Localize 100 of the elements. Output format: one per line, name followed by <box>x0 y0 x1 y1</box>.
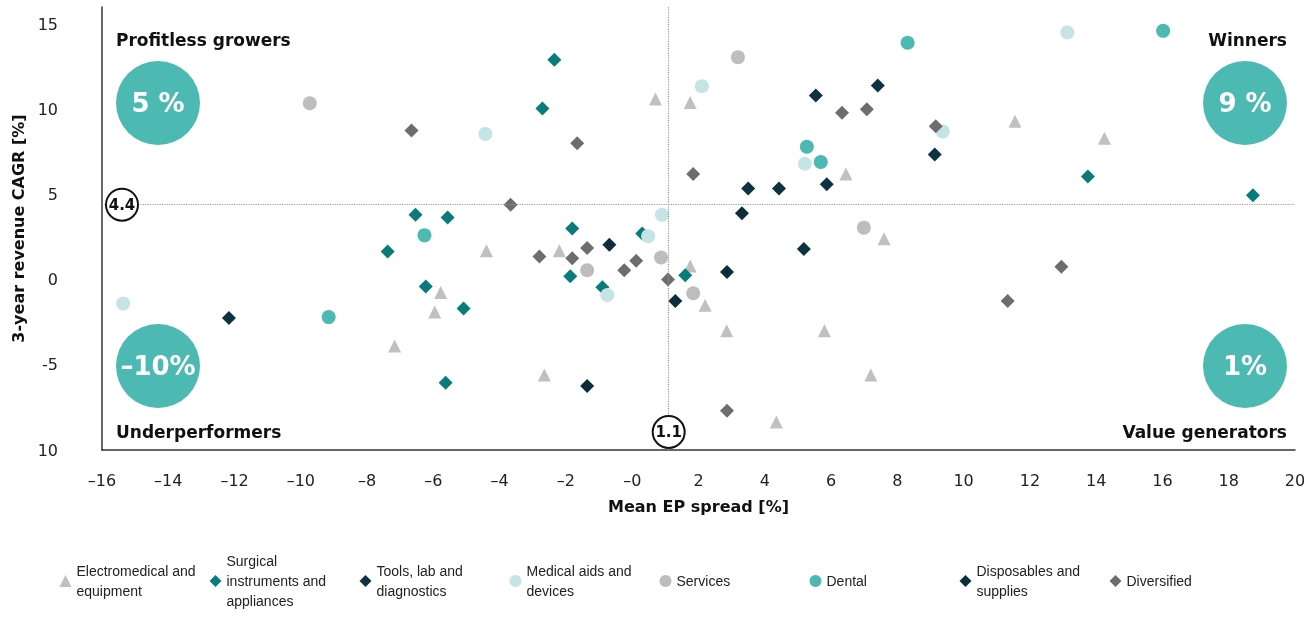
annotation: Underperformers <box>116 422 282 442</box>
point <box>834 105 849 120</box>
y-tick-label: 15 <box>37 14 58 34</box>
y-tick-label: -5 <box>42 355 58 375</box>
x-tick-label: –16 <box>87 470 117 490</box>
point <box>927 147 942 162</box>
point <box>479 244 493 258</box>
point <box>388 339 402 353</box>
point <box>440 210 455 225</box>
point <box>769 415 783 429</box>
point <box>870 78 885 93</box>
point <box>808 88 823 103</box>
ref-line-label: 4.4 <box>108 195 136 214</box>
point <box>404 123 419 138</box>
legend-label: Electromedical and equipment <box>76 563 200 599</box>
y-tick-label: 0 <box>47 270 58 290</box>
point <box>668 293 683 308</box>
point <box>478 126 493 141</box>
point <box>686 166 701 181</box>
point <box>321 310 336 325</box>
x-tick-label: –0 <box>623 470 642 490</box>
point <box>655 207 670 222</box>
point <box>617 263 632 278</box>
point <box>720 264 734 279</box>
point <box>1054 259 1069 274</box>
point <box>408 207 423 222</box>
point <box>877 232 891 246</box>
x-tick-label: 4 <box>759 470 770 490</box>
point <box>1080 169 1095 184</box>
y-tick-label: 10 <box>37 440 58 460</box>
point <box>817 324 831 338</box>
annotation: Winners <box>1208 30 1287 50</box>
point <box>532 249 547 264</box>
y-axis-title: 3-year revenue CAGR [%] <box>9 114 29 343</box>
point <box>1156 23 1171 38</box>
point <box>629 253 644 268</box>
point <box>730 50 745 65</box>
x-tick-label: 2 <box>693 470 704 490</box>
point <box>547 52 562 67</box>
y-tick-label: 10 <box>37 99 58 119</box>
point <box>1245 188 1260 203</box>
point <box>856 220 871 235</box>
point <box>565 251 580 266</box>
annotation: Value generators <box>1122 422 1287 442</box>
point <box>734 206 749 221</box>
point <box>537 368 551 382</box>
x-tick-label: 16 <box>1152 470 1173 490</box>
x-tick-label: 6 <box>825 470 837 490</box>
point <box>221 310 236 325</box>
point <box>648 92 662 106</box>
x-tick-label: 18 <box>1218 470 1239 490</box>
point <box>580 263 595 278</box>
point <box>1008 114 1022 128</box>
point <box>438 375 453 390</box>
point <box>720 403 734 418</box>
point <box>686 286 701 301</box>
point <box>678 268 693 283</box>
circle-badge: 5 % <box>116 61 200 145</box>
circle-badge: –10% <box>116 324 200 408</box>
point <box>796 241 811 256</box>
annotation: Profitless growers <box>116 30 291 50</box>
x-tick-label: –4 <box>490 470 509 490</box>
x-tick-label: 14 <box>1085 470 1107 490</box>
point <box>819 177 834 192</box>
legend-label: Tools, lab and diagnostics <box>376 563 467 599</box>
ref-line-label: 1.1 <box>655 423 682 441</box>
x-axis-title: Mean EP spread [%] <box>608 496 789 516</box>
point <box>654 250 669 265</box>
x-tick-label: –8 <box>358 470 377 490</box>
point <box>797 156 812 171</box>
point <box>302 96 317 111</box>
circle-badge: 9 % <box>1203 61 1287 145</box>
x-tick-label: 10 <box>953 470 974 490</box>
point <box>434 285 448 299</box>
y-tick-label: 5 <box>47 184 58 204</box>
x-tick-label: –12 <box>220 470 249 490</box>
point <box>813 155 828 170</box>
point <box>641 229 656 244</box>
point <box>799 139 814 154</box>
legend-label: Medical aids and devices <box>526 563 636 599</box>
point <box>720 324 734 338</box>
point <box>694 79 709 94</box>
point <box>1097 131 1111 145</box>
point <box>535 101 550 116</box>
point <box>580 379 595 394</box>
point <box>503 197 518 212</box>
point <box>661 272 676 287</box>
point <box>116 296 131 311</box>
legend-label: Diversified <box>1126 573 1192 589</box>
x-tick-label: 8 <box>892 470 903 490</box>
point <box>859 102 874 117</box>
point <box>839 167 853 181</box>
point <box>602 237 617 252</box>
point <box>1060 25 1075 40</box>
circle-badge: 1% <box>1203 324 1287 408</box>
point <box>928 119 943 134</box>
point <box>600 287 615 302</box>
point <box>417 228 432 243</box>
legend-label: Disposables and supplies <box>976 563 1084 599</box>
point <box>380 244 395 259</box>
